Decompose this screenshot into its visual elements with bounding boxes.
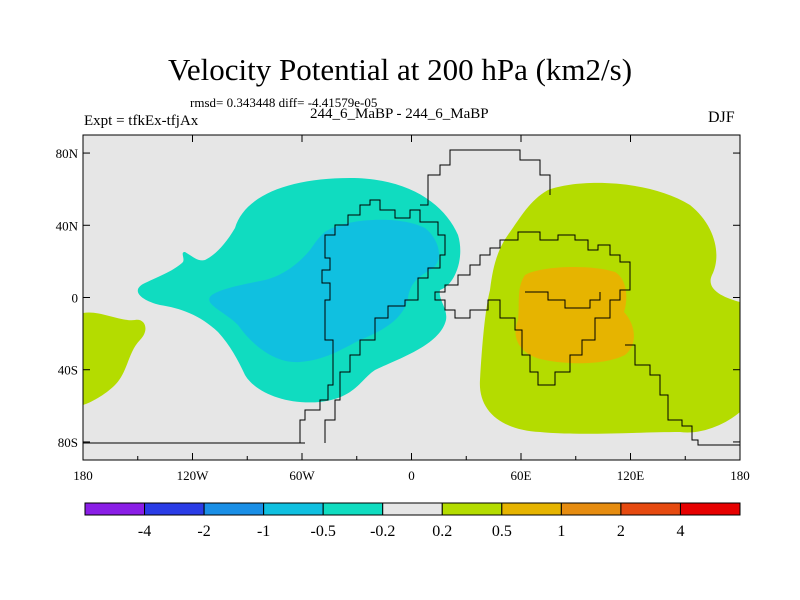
- colorbar-swatch: [560, 502, 622, 516]
- coastline-asia: [525, 291, 601, 309]
- x-tick-label: 120W: [177, 468, 210, 483]
- y-tick-label: 40S: [58, 363, 78, 378]
- colorbar-swatch: [441, 502, 503, 516]
- season-label: DJF: [708, 109, 735, 126]
- colorbar-swatch: [144, 502, 205, 516]
- colorbar-label: -4: [138, 523, 151, 540]
- x-tick-label: 180: [73, 468, 93, 483]
- x-tick-label: 180: [730, 468, 750, 483]
- coastline: [83, 149, 740, 446]
- colorbar-swatch: [203, 502, 265, 516]
- runs-label: 244_6_MaBP - 244_6_MaBP: [310, 106, 489, 122]
- colorbar-label: 0.2: [432, 523, 452, 540]
- colorbar-label: -2: [197, 523, 210, 540]
- colorbar-swatch: [263, 502, 324, 516]
- colorbar-swatch: [84, 502, 146, 516]
- x-tick-label: 120E: [617, 468, 645, 483]
- positive-anomaly-region-west: [83, 312, 146, 405]
- colorbar: -4 -2 -1 -0.5 -0.2 0.2 0.5 1 2 4: [84, 502, 741, 540]
- colorbar-label: 4: [676, 523, 684, 540]
- colorbar-swatch: [382, 502, 443, 516]
- x-tick-label: 0: [408, 468, 415, 483]
- stats-label: rmsd= 0.343448 diff= -4.41579e-05: [190, 95, 378, 110]
- colorbar-label: 2: [617, 523, 625, 540]
- strong-positive-anomaly-region: [515, 266, 634, 364]
- strong-negative-anomaly-region: [209, 219, 440, 363]
- colorbar-label: -0.2: [370, 523, 395, 540]
- y-tick-label: 40N: [56, 218, 79, 233]
- map-axes: 180 120W 60W 0 60E 120E 180 80N 40N 0 40S 80S: [56, 135, 750, 483]
- map-title: Velocity Potential at 200 hPa (km2/s): [167, 52, 633, 87]
- y-tick-label: 0: [72, 291, 79, 306]
- coastline-americas: [299, 199, 446, 444]
- x-tick-label: 60E: [511, 468, 532, 483]
- x-tick-label: 60W: [289, 468, 315, 483]
- colorbar-swatch: [620, 502, 681, 516]
- y-tick-label: 80N: [56, 146, 79, 161]
- colorbar-swatch: [322, 502, 384, 516]
- coastline-africa: [434, 231, 631, 386]
- colorbar-label: -0.5: [311, 523, 336, 540]
- experiment-label: Expt = tfkEx-tfjAx: [84, 113, 199, 129]
- colorbar-label: -1: [257, 523, 270, 540]
- colorbar-label: 1: [557, 523, 565, 540]
- colorbar-swatch: [501, 502, 562, 516]
- y-tick-label: 80S: [58, 435, 78, 450]
- colorbar-label: 0.5: [492, 523, 512, 540]
- coastline-arctic: [420, 149, 551, 206]
- colorbar-swatch: [679, 502, 741, 516]
- coastline-australia: [625, 344, 740, 446]
